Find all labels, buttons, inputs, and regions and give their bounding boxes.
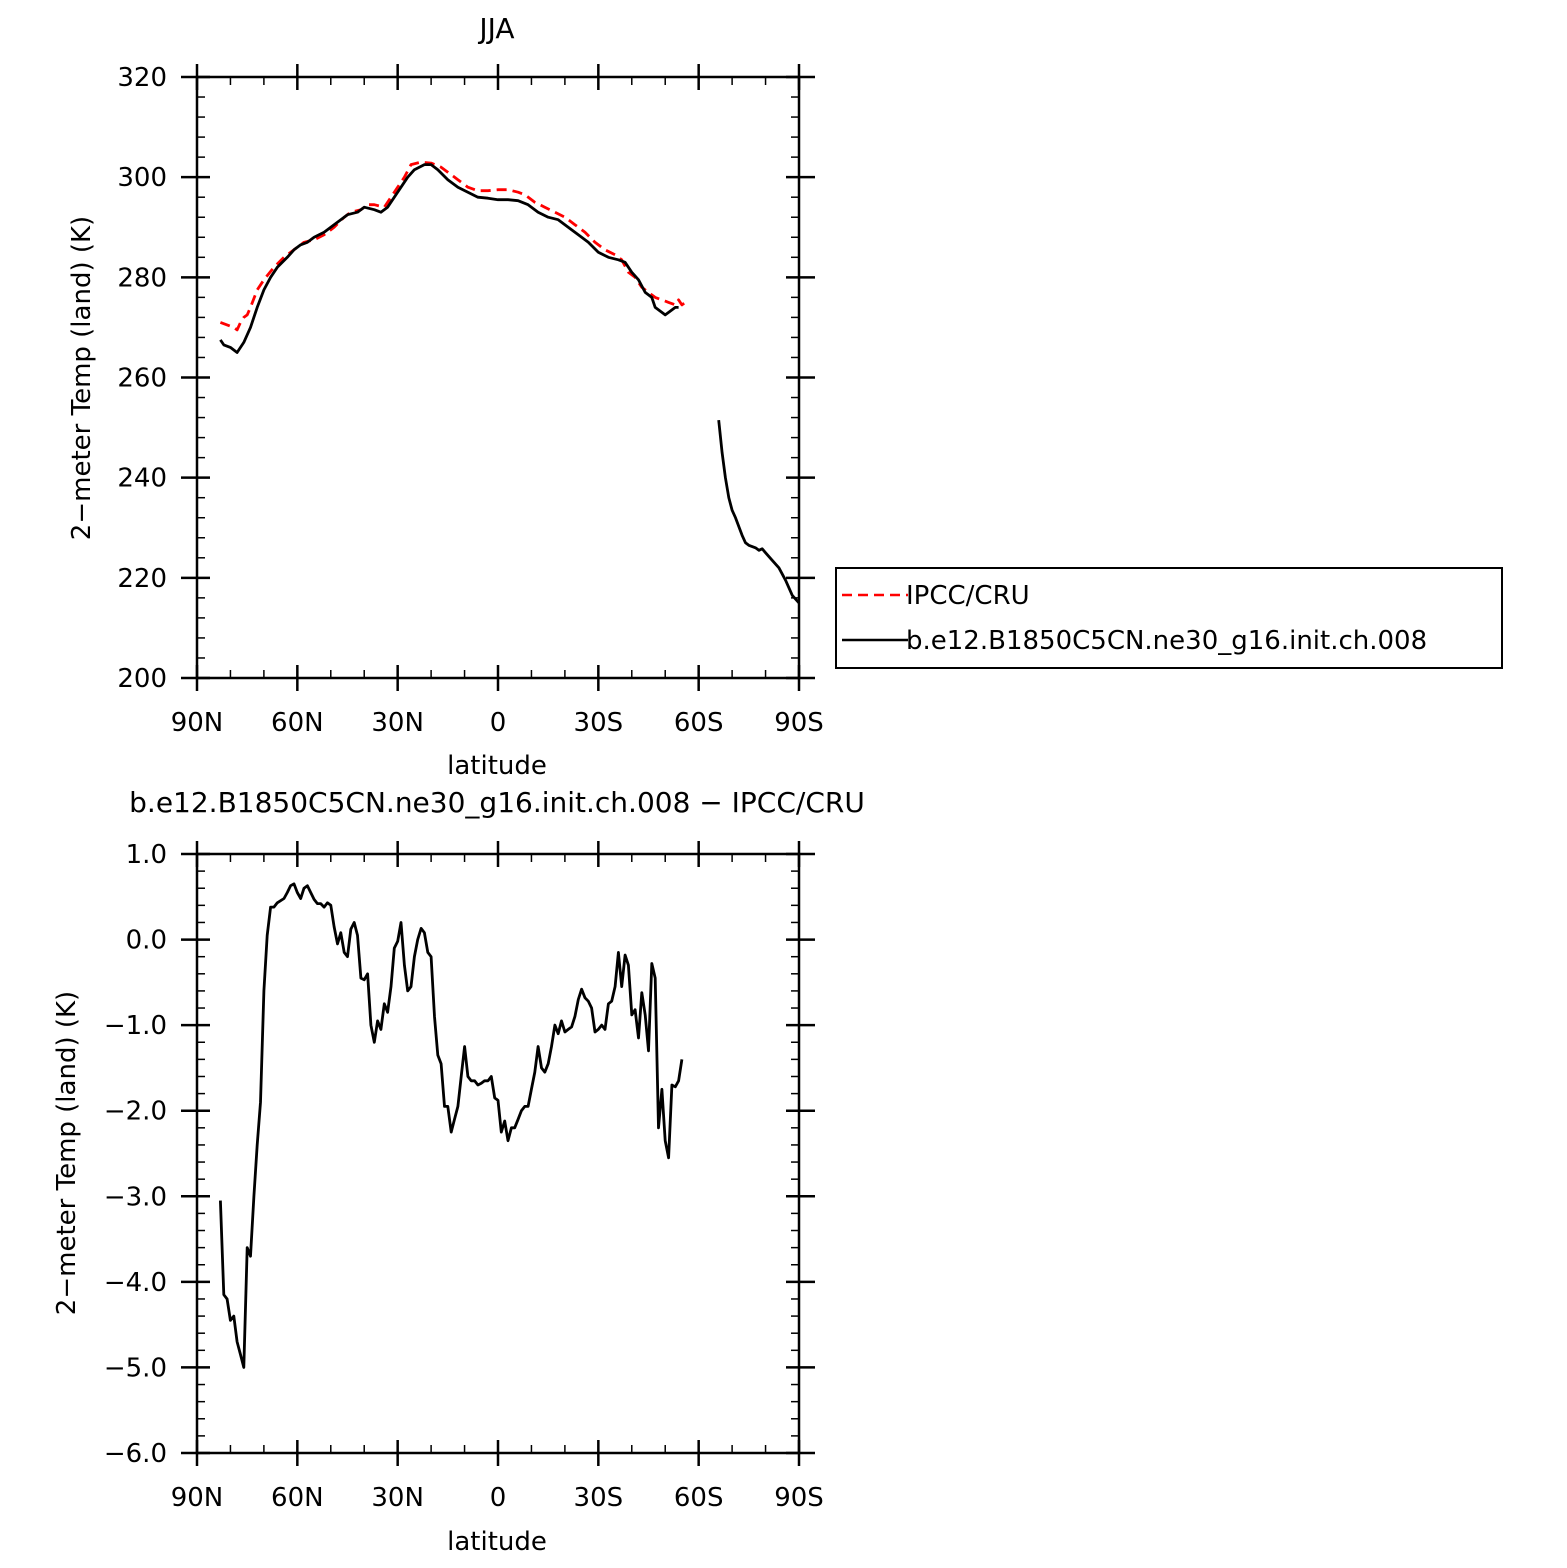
bottom-x-tick-label: 0 xyxy=(490,1483,507,1513)
bottom-x-axis-label: latitude xyxy=(447,1527,547,1557)
top-y-tick-label: 220 xyxy=(117,564,167,594)
bottom-plot-title: b.e12.B1850C5CN.ne30_g16.init.ch.008 − I… xyxy=(129,786,865,819)
top-y-axis-label: 2−meter Temp (land) (K) xyxy=(67,216,97,540)
top-x-axis-label: latitude xyxy=(447,751,547,781)
bottom-x-tick-label: 90N xyxy=(171,1483,224,1513)
top-plot-axes: 90N 60N 30N 0 30S 60S 90S 200 220 240 260 280 300 320 xyxy=(117,63,823,738)
top-plot-marks xyxy=(219,160,801,604)
bottom-plot-marks xyxy=(219,882,684,1369)
bottom-y-tick-label: −5.0 xyxy=(104,1353,167,1383)
top-y-tick-label: 320 xyxy=(117,63,167,93)
bottom-x-tick-label: 60S xyxy=(674,1483,724,1513)
bottom-plot-axes: 90N 60N 30N 0 30S 60S 90S −6.0 −5.0 −4.0 −3.0 −2.0 −… xyxy=(104,840,824,1513)
top-y-tick-label: 300 xyxy=(117,163,167,193)
legend: IPCC/CRU b.e12.B1850C5CN.ne30_g16.init.c… xyxy=(835,567,1503,669)
bottom-y-tick-label: −6.0 xyxy=(104,1439,167,1469)
top-y-tick-label: 280 xyxy=(117,263,167,293)
bottom-y-axis-label: 2−meter Temp (land) (K) xyxy=(52,991,82,1315)
top-series-line-0 xyxy=(219,160,687,332)
top-x-tick-label: 30S xyxy=(574,708,624,738)
bottom-x-tick-label: 90S xyxy=(774,1483,824,1513)
bottom-y-tick-label: 0.0 xyxy=(126,926,167,956)
top-y-tick-label: 240 xyxy=(117,464,167,494)
top-series-line-1 xyxy=(219,163,679,354)
legend-label-model: b.e12.B1850C5CN.ne30_g16.init.ch.008 xyxy=(906,626,1427,656)
top-x-tick-label: 0 xyxy=(490,708,507,738)
bottom-x-tick-label: 30S xyxy=(574,1483,624,1513)
top-y-tick-label: 200 xyxy=(117,664,167,694)
legend-label-ipcc-cru: IPCC/CRU xyxy=(906,581,1030,611)
top-x-tick-label: 30N xyxy=(371,708,424,738)
bottom-y-tick-label: 1.0 xyxy=(126,840,167,870)
bottom-series-line-0 xyxy=(219,882,684,1369)
bottom-panel-difference: b.e12.B1850C5CN.ne30_g16.init.ch.008 − I… xyxy=(52,786,865,1557)
bottom-y-tick-label: −2.0 xyxy=(104,1097,167,1127)
bottom-y-tick-label: −3.0 xyxy=(104,1182,167,1212)
legend-box xyxy=(835,567,1503,669)
bottom-x-tick-label: 60N xyxy=(271,1483,324,1513)
top-plot-title: JJA xyxy=(477,12,514,45)
top-x-tick-label: 60S xyxy=(674,708,724,738)
top-x-tick-label: 90N xyxy=(171,708,224,738)
bottom-y-tick-label: −1.0 xyxy=(104,1011,167,1041)
top-x-tick-label: 60N xyxy=(271,708,324,738)
bottom-x-tick-label: 30N xyxy=(371,1483,424,1513)
bottom-plot-frame xyxy=(195,852,801,1455)
top-x-tick-label: 90S xyxy=(774,708,824,738)
top-panel-jja: JJA 90N 60N 30N 0 30S 60S 90S 200 220 240 260 280 30… xyxy=(67,12,1503,781)
top-y-tick-label: 260 xyxy=(117,364,167,394)
bottom-y-tick-label: −4.0 xyxy=(104,1268,167,1298)
top-series-line-1 xyxy=(717,419,801,604)
top-plot-frame xyxy=(195,75,801,680)
